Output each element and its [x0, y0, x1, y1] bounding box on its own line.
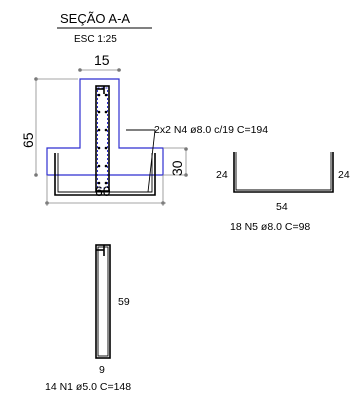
stirrup-detail — [95, 244, 111, 359]
u-bar-right-leg: 24 — [338, 169, 350, 181]
stirrup-width: 9 — [99, 364, 105, 376]
dim-width-label: 60 — [95, 183, 111, 199]
section-scale: ESC 1:25 — [74, 34, 117, 45]
dim-flange-label: 30 — [169, 160, 185, 176]
stirrup-leader — [126, 129, 156, 193]
u-bar-label: 18 N5 ø8.0 C=98 — [230, 221, 310, 233]
flange-u-bar — [54, 153, 156, 196]
stirrup-note: 2x2 N4 ø8.0 c/19 C=194 — [154, 124, 268, 136]
web-longitudinal-bars — [97, 93, 108, 185]
section-outline — [46, 78, 164, 176]
u-bar-left-leg: 24 — [216, 169, 228, 181]
dim-height-label: 65 — [20, 132, 36, 148]
web-stirrup — [95, 85, 110, 192]
dim-top-label: 15 — [94, 52, 110, 68]
u-bar-base: 54 — [276, 201, 288, 213]
section-title: SEÇÃO A-A — [60, 11, 130, 26]
stirrup-label: 14 N1 ø5.0 C=148 — [45, 381, 131, 393]
u-bar-detail — [233, 152, 334, 193]
stirrup-height: 59 — [118, 296, 130, 308]
